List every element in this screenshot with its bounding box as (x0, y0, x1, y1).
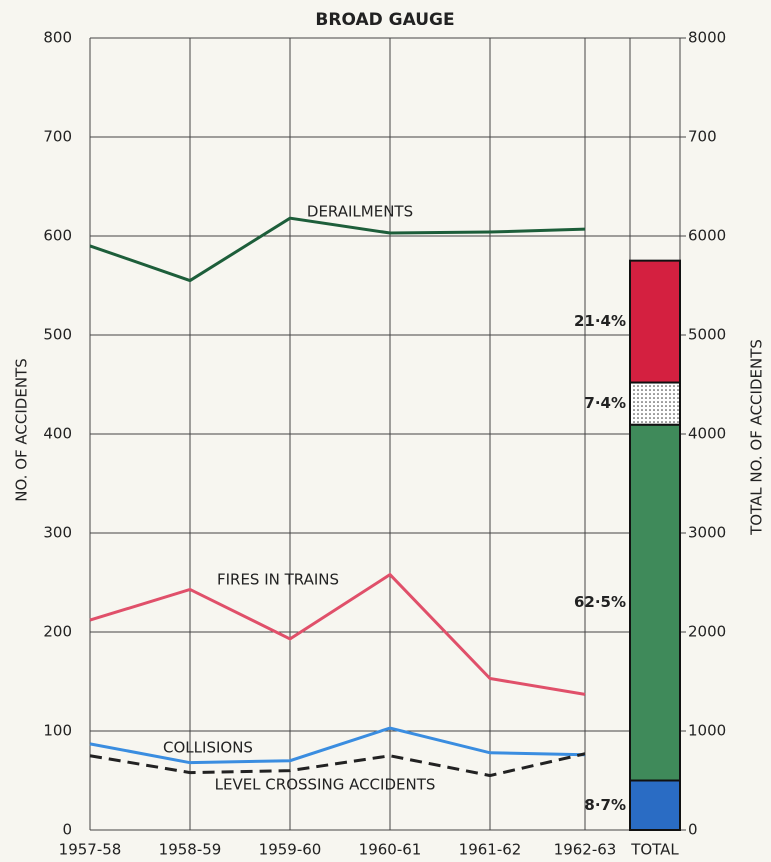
y-tick-label: 0 (62, 821, 72, 839)
stack-segment (629, 779, 681, 831)
y2-tick-label: 2000 (688, 623, 726, 641)
x-tick-label: 1961-62 (459, 841, 522, 859)
series-line (89, 726, 586, 765)
y-tick-label: 700 (43, 128, 72, 146)
y-tick-label: 400 (43, 425, 72, 443)
percent-label: 62·5% (574, 593, 626, 611)
x-tick-label: 1960-61 (359, 841, 422, 859)
y-tick-label: 300 (43, 524, 72, 542)
percent-label: 7·4% (584, 394, 626, 412)
y-tick-label: 500 (43, 326, 72, 344)
chart-title: BROAD GAUGE (315, 10, 454, 30)
y2-tick-label: 3000 (688, 524, 726, 542)
stack-segment (629, 259, 681, 384)
series-label: DERAILMENTS (307, 203, 413, 221)
x-tick-label: 1962-63 (554, 841, 617, 859)
y-tick-label: 800 (43, 29, 72, 47)
x-tick-label: 1958-59 (159, 841, 222, 859)
percent-label: 21·4% (574, 312, 626, 330)
series-label: LEVEL CROSSING ACCIDENTS (215, 776, 436, 794)
series-line (89, 752, 586, 778)
series-line (89, 572, 586, 696)
x-tick-label: 1957-58 (59, 841, 122, 859)
y2-tick-label: 4000 (688, 425, 726, 443)
stack-segment (629, 381, 681, 426)
y-tick-label: 600 (43, 227, 72, 245)
x-tick-label: 1959-60 (259, 841, 322, 859)
y-tick-label: 100 (43, 722, 72, 740)
y2-tick-label: 0 (688, 821, 698, 839)
stack-segment (629, 423, 681, 782)
x-tick-label: TOTAL (630, 841, 679, 859)
y-tick-label: 200 (43, 623, 72, 641)
percent-label: 8·7% (584, 796, 626, 814)
series-label: COLLISIONS (163, 739, 253, 757)
y-axis-label: NO. OF ACCIDENTS (13, 358, 31, 501)
y2-axis-label: TOTAL NO. OF ACCIDENTS (748, 339, 766, 536)
series-line (89, 216, 586, 283)
y2-tick-label: 5000 (688, 326, 726, 344)
series-label: FIRES IN TRAINS (217, 571, 339, 589)
y2-tick-label: 1000 (688, 722, 726, 740)
y2-tick-label: 6000 (688, 227, 726, 245)
y2-tick-label: 8000 (688, 29, 726, 47)
y2-tick-label: 700 (688, 128, 717, 146)
